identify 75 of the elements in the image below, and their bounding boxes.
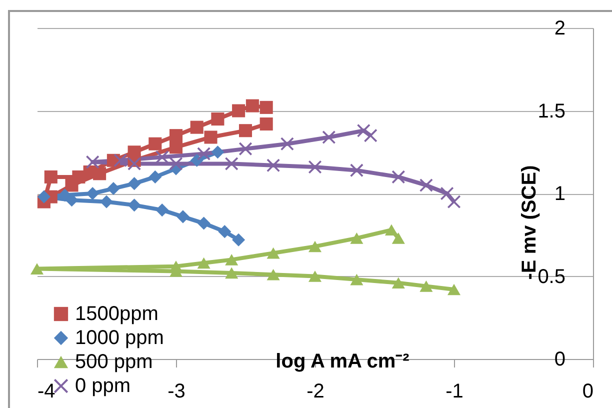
point bbox=[266, 268, 280, 280]
point bbox=[100, 195, 114, 208]
point bbox=[420, 280, 433, 292]
point bbox=[232, 104, 246, 118]
point bbox=[190, 120, 204, 134]
point bbox=[128, 198, 141, 212]
point bbox=[93, 167, 106, 180]
y-tick-label: 2 bbox=[554, 18, 566, 40]
point bbox=[128, 177, 141, 190]
point bbox=[197, 257, 210, 269]
x-axis-title: log A mA cm⁻² bbox=[276, 350, 410, 372]
point bbox=[225, 267, 238, 279]
legend-label: 1500ppm bbox=[75, 303, 158, 325]
point bbox=[156, 150, 169, 164]
point bbox=[44, 170, 58, 184]
point bbox=[232, 233, 246, 246]
point bbox=[350, 164, 364, 177]
point bbox=[280, 137, 294, 150]
point bbox=[350, 232, 364, 244]
point bbox=[308, 240, 322, 252]
point bbox=[246, 99, 259, 112]
y-tick-label: 0.5 bbox=[538, 266, 566, 288]
y-tick-label: 1 bbox=[554, 183, 566, 205]
point bbox=[238, 124, 252, 138]
point bbox=[392, 232, 405, 244]
point bbox=[225, 157, 238, 170]
point bbox=[156, 204, 169, 217]
point bbox=[218, 225, 232, 238]
point bbox=[447, 195, 461, 208]
point bbox=[128, 157, 141, 170]
x-tick-label: -2 bbox=[306, 380, 324, 402]
legend-label: 1000 ppm bbox=[75, 327, 164, 349]
point bbox=[58, 188, 72, 202]
point bbox=[392, 170, 405, 184]
point bbox=[204, 130, 218, 144]
y-tick-label: 0 bbox=[554, 348, 566, 370]
point bbox=[357, 124, 370, 138]
x-tick-label: -1 bbox=[446, 380, 464, 402]
point bbox=[308, 160, 322, 174]
point bbox=[260, 117, 273, 131]
x-tick-label: 0 bbox=[582, 380, 594, 402]
point bbox=[30, 263, 44, 274]
point bbox=[225, 254, 238, 266]
point bbox=[176, 210, 190, 224]
point bbox=[350, 274, 364, 286]
x-tick-label: -3 bbox=[168, 380, 186, 402]
point bbox=[148, 170, 162, 184]
point bbox=[106, 182, 120, 196]
point bbox=[169, 157, 183, 170]
point bbox=[114, 154, 127, 167]
point bbox=[169, 140, 183, 154]
point bbox=[238, 142, 252, 156]
point bbox=[86, 186, 100, 200]
point bbox=[260, 100, 273, 114]
point bbox=[211, 112, 224, 126]
point bbox=[392, 277, 405, 289]
point bbox=[420, 178, 433, 192]
point bbox=[197, 147, 210, 160]
point bbox=[308, 270, 322, 282]
point bbox=[148, 137, 162, 150]
point bbox=[65, 178, 78, 192]
x-tick-label: -4 bbox=[38, 380, 56, 402]
point bbox=[266, 247, 280, 259]
point bbox=[86, 156, 100, 169]
y-tick-label: 1.5 bbox=[538, 100, 566, 122]
point bbox=[447, 284, 461, 296]
legend-label: 0 ppm bbox=[75, 375, 131, 397]
point bbox=[211, 146, 224, 159]
point bbox=[190, 154, 204, 167]
legend-label: 500 ppm bbox=[75, 351, 153, 373]
point bbox=[384, 224, 398, 236]
point bbox=[37, 190, 50, 204]
point bbox=[197, 216, 210, 230]
point bbox=[322, 130, 336, 144]
point bbox=[266, 158, 280, 172]
